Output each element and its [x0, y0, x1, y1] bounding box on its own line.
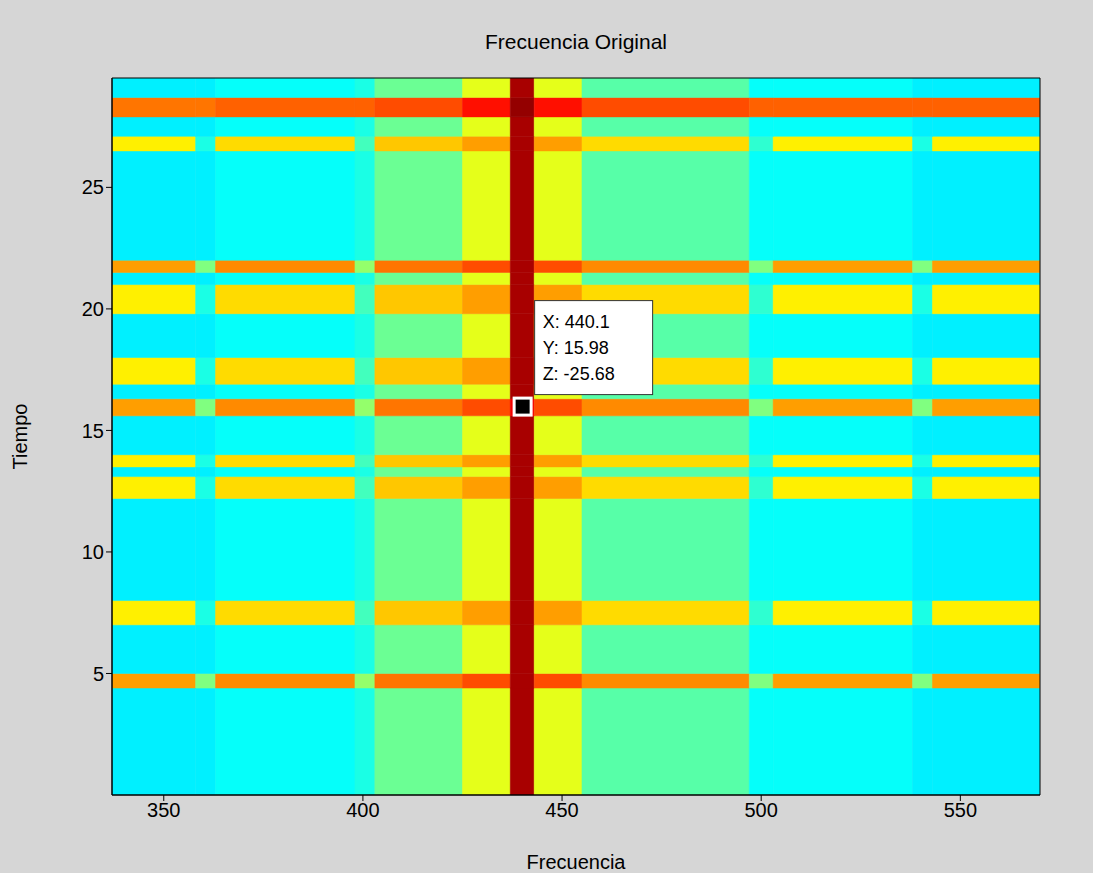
svg-text:5: 5 — [93, 663, 104, 685]
svg-text:500: 500 — [745, 799, 778, 821]
svg-text:Frecuencia: Frecuencia — [527, 851, 627, 873]
svg-text:400: 400 — [346, 799, 379, 821]
svg-text:550: 550 — [944, 799, 977, 821]
html-text:Frecuencia Original: Frecuencia Original — [485, 30, 667, 53]
svg-text:Y: 15.98: Y: 15.98 — [543, 338, 609, 358]
svg-text:20: 20 — [82, 298, 104, 320]
svg-text:10: 10 — [82, 541, 104, 563]
svg-text:25: 25 — [82, 176, 104, 198]
svg-text:450: 450 — [545, 799, 578, 821]
svg-text:15: 15 — [82, 420, 104, 442]
svg-text:X: 440.1: X: 440.1 — [543, 312, 610, 332]
svg-text:350: 350 — [147, 799, 180, 821]
svg-text:Tiempo: Tiempo — [9, 404, 31, 470]
svg-text:Z: -25.68: Z: -25.68 — [543, 364, 615, 384]
